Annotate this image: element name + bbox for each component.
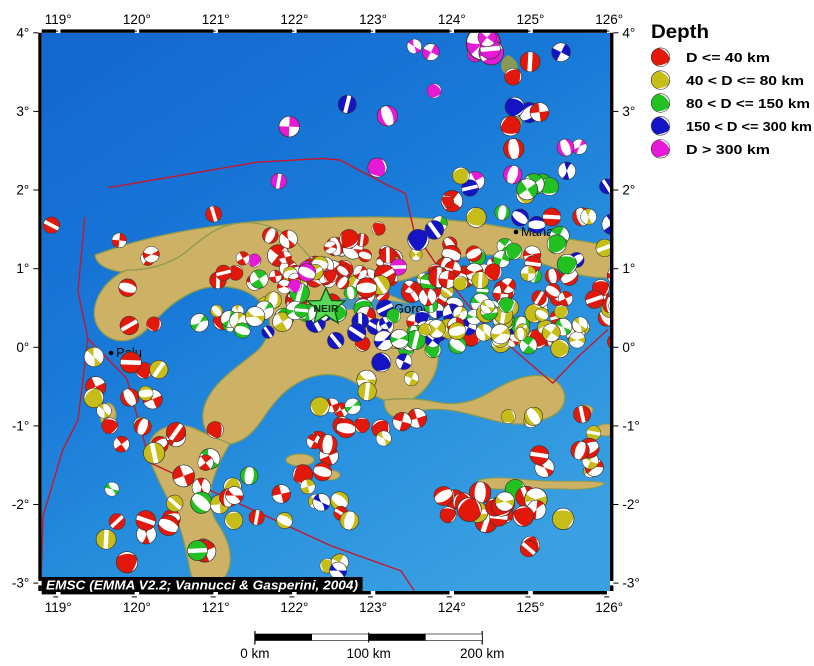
svg-text:126°: 126° bbox=[595, 600, 623, 615]
svg-text:-1°: -1° bbox=[12, 418, 29, 433]
svg-text:D <= 40 km: D <= 40 km bbox=[686, 51, 770, 65]
svg-text:120°: 120° bbox=[123, 12, 151, 27]
svg-text:2°: 2° bbox=[622, 183, 635, 198]
svg-text:1°: 1° bbox=[622, 261, 635, 276]
svg-text:0°: 0° bbox=[622, 340, 635, 355]
svg-text:124°: 124° bbox=[438, 600, 466, 615]
svg-text:150 < D <= 300 km: 150 < D <= 300 km bbox=[686, 120, 812, 134]
svg-text:122°: 122° bbox=[280, 600, 308, 615]
svg-text:-2°: -2° bbox=[622, 497, 639, 512]
svg-text:125°: 125° bbox=[517, 600, 545, 615]
svg-text:126°: 126° bbox=[595, 12, 623, 27]
svg-text:124°: 124° bbox=[438, 12, 466, 27]
svg-text:4°: 4° bbox=[16, 25, 29, 40]
svg-text:122°: 122° bbox=[280, 12, 308, 27]
svg-text:121°: 121° bbox=[202, 600, 230, 615]
svg-text:3°: 3° bbox=[622, 104, 635, 119]
svg-text:119°: 119° bbox=[45, 600, 72, 615]
svg-text:0°: 0° bbox=[16, 340, 29, 355]
svg-text:120°: 120° bbox=[123, 600, 151, 615]
svg-text:D > 300 km: D > 300 km bbox=[686, 143, 770, 157]
svg-text:121°: 121° bbox=[202, 12, 230, 27]
svg-text:123°: 123° bbox=[359, 600, 387, 615]
svg-text:123°: 123° bbox=[359, 12, 387, 27]
svg-text:1°: 1° bbox=[16, 261, 29, 276]
svg-text:40 < D <= 80 km: 40 < D <= 80 km bbox=[686, 74, 804, 88]
svg-text:3°: 3° bbox=[16, 104, 29, 119]
svg-text:200 km: 200 km bbox=[460, 646, 504, 661]
svg-text:100 km: 100 km bbox=[346, 646, 390, 661]
svg-text:80 < D <= 150 km: 80 < D <= 150 km bbox=[686, 97, 810, 111]
svg-text:-2°: -2° bbox=[12, 497, 29, 512]
svg-text:NEIR: NEIR bbox=[313, 303, 339, 315]
svg-text:125°: 125° bbox=[517, 12, 545, 27]
svg-text:2°: 2° bbox=[16, 183, 29, 198]
svg-text:4°: 4° bbox=[622, 25, 635, 40]
svg-text:119°: 119° bbox=[45, 12, 72, 27]
svg-text:Depth: Depth bbox=[651, 22, 709, 43]
svg-text:0 km: 0 km bbox=[240, 646, 269, 661]
svg-text:-3°: -3° bbox=[622, 576, 639, 591]
svg-text:-1°: -1° bbox=[622, 418, 639, 433]
svg-text:-3°: -3° bbox=[12, 576, 29, 591]
svg-text:EMSC (EMMA V2.2; Vannucci & Ga: EMSC (EMMA V2.2; Vannucci & Gasperini, 2… bbox=[46, 578, 359, 593]
